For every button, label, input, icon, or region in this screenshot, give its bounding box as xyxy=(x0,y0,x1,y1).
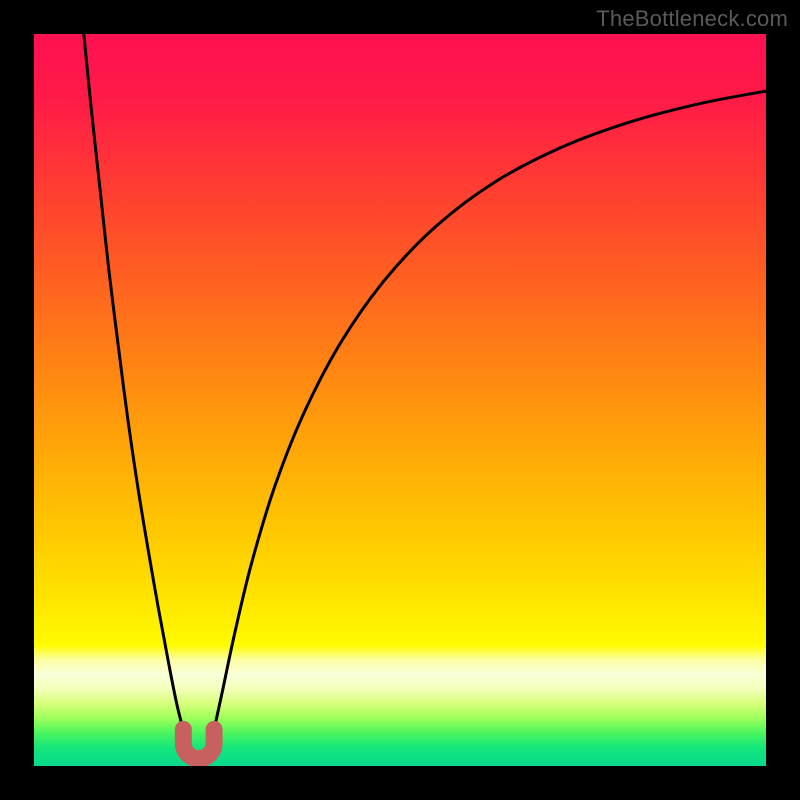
watermark-text: TheBottleneck.com xyxy=(596,6,788,32)
plot-area xyxy=(34,34,766,766)
bottleneck-chart xyxy=(0,0,800,800)
chart-stage: TheBottleneck.com xyxy=(0,0,800,800)
